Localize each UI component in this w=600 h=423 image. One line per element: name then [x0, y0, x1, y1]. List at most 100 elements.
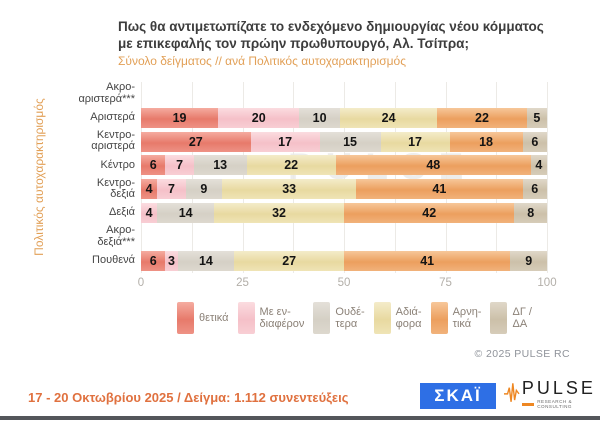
legend-swatch [237, 302, 255, 334]
bar-segment: 32 [214, 203, 344, 223]
legend-label: Με εν-διαφέρον [259, 305, 305, 331]
x-tick-label: 100 [537, 277, 557, 289]
pulse-logo-accent [521, 402, 535, 406]
bar-segment: 19 [141, 107, 219, 128]
bar-segment: 41 [343, 250, 511, 271]
bar-segment: 6 [141, 250, 166, 271]
bar-segment: 4 [141, 179, 158, 200]
gridline [141, 82, 142, 273]
category-label: Κεντρο-αριστερά [91, 128, 135, 153]
legend-label: ΔΓ / ΔΑ [512, 305, 532, 331]
legend-label: Αρνη-τικά [452, 305, 482, 331]
x-axis-ticks: 0 25 50 75 100 [137, 277, 557, 291]
category-label: Κέντρο [100, 158, 135, 171]
chart-title-line1: Πως θα αντιμετωπίζατε το ενδεχόμενο δημι… [118, 19, 544, 34]
bar-segment: 41 [356, 179, 523, 200]
bar-row: 6 7 13 22 48 4 [141, 155, 547, 176]
y-axis-label: Πολιτικός αυτοχαρακτηρισμός [32, 98, 46, 256]
legend-label: Αδιά-φορα [395, 305, 422, 331]
category-label: Ακρο-αριστερά*** [78, 81, 135, 105]
footer-note: 17 - 20 Οκτωβρίου 2025 / Δείγμα: 1.112 σ… [28, 390, 349, 405]
bar-segment: 42 [343, 203, 515, 223]
legend-label: Ουδέ-τερα [335, 305, 365, 331]
bar-segment: 5 [526, 107, 547, 128]
legend-swatch [373, 302, 391, 334]
bar-segment: 9 [185, 179, 223, 200]
bar-segment: 18 [449, 131, 523, 152]
category-label: Πουθενά [92, 253, 135, 266]
bar-segment: 8 [514, 203, 547, 223]
pulse-waveform-icon [504, 383, 520, 402]
gridline [344, 82, 345, 273]
legend-item: θετικά [177, 302, 229, 334]
bar-segment: 6 [522, 131, 547, 152]
bar-segment: 6 [522, 179, 547, 200]
bar-segment: 24 [339, 107, 438, 128]
category-label: Δεξιά [109, 206, 135, 219]
bar-segment: 22 [437, 107, 527, 128]
gridline [496, 82, 498, 273]
bar-segment: 7 [157, 179, 186, 200]
legend: θετικά Με εν-διαφέρον Ουδέ-τερα Αδιά-φορα Αρ… [177, 302, 532, 334]
x-tick-label: 0 [137, 277, 145, 289]
bar-segment: 4 [141, 203, 158, 223]
gridline [394, 82, 396, 273]
bar-segment: 4 [530, 155, 547, 176]
bar-segment: 14 [177, 250, 235, 271]
legend-item: Με εν-διαφέρον [237, 302, 305, 334]
bar-segment: 17 [380, 131, 450, 152]
legend-swatch [177, 302, 194, 334]
chart-title: Πως θα αντιμετωπίζατε το ενδεχόμενο δημι… [118, 18, 544, 52]
x-tick-label: 75 [439, 277, 452, 289]
bar-segment: 27 [141, 131, 251, 152]
gridline [242, 82, 244, 273]
category-label: Ακρο-δεξιά*** [97, 224, 135, 248]
chart-subtitle: Σύνολο δείγματος // ανά Πολιτικός αυτοχα… [118, 54, 406, 68]
legend-item: Αδιά-φορα [373, 302, 422, 334]
legend-swatch [490, 302, 508, 334]
pulse-logo-text: PULSE [521, 378, 596, 398]
legend-item: ΔΓ / ΔΑ [490, 302, 532, 334]
skai-logo: ΣΚΑΪ [420, 383, 496, 409]
gridline [445, 82, 447, 273]
bar-segment: 22 [246, 155, 336, 176]
bar-segment: 17 [250, 131, 320, 152]
plot-area: 19 20 10 24 22 5 27 17 15 17 18 6 6 7 13 22 48 4 4 7 9 33 41 6 4… [141, 82, 548, 273]
bar-segment: 10 [299, 107, 340, 128]
category-labels: Ακρο-αριστερά*** Αριστερά Κεντρο-αριστερά Κ… [50, 82, 135, 273]
legend-item: Ουδέ-τερα [313, 302, 365, 334]
category-label: Κεντρο-δεξιά [96, 176, 135, 201]
bar-segment: 13 [193, 155, 247, 176]
bar-segment: 14 [157, 203, 215, 223]
chart-title-line2: με επικεφαλής τον πρώην πρωθυπουργό, Αλ.… [118, 36, 469, 51]
bar-row: 4 7 9 33 41 6 [141, 179, 547, 200]
legend-label: θετικά [199, 311, 229, 324]
x-tick-label: 25 [236, 277, 249, 289]
bar-segment: 3 [165, 250, 178, 271]
pulse-logo: PULSE RESEARCH & CONSULTING [504, 379, 600, 409]
bar-row: 6 3 14 27 41 9 [141, 250, 547, 271]
bar-segment: 20 [218, 107, 300, 128]
gridline [191, 82, 193, 273]
legend-swatch [430, 302, 448, 334]
bar-segment: 27 [234, 250, 344, 271]
bar-segment: 6 [141, 155, 166, 176]
copyright: © 2025 PULSE RC [474, 348, 570, 360]
bar-row: 27 17 15 17 18 6 [141, 131, 547, 152]
bar-row: 19 20 10 24 22 5 [141, 107, 547, 128]
gridline [547, 82, 548, 273]
bar-segment: 33 [222, 179, 357, 200]
bar-segment: 7 [165, 155, 194, 176]
bar-segment: 9 [510, 250, 547, 271]
x-tick-label: 50 [337, 277, 351, 289]
gridline [293, 82, 295, 273]
legend-item: Αρνη-τικά [430, 302, 482, 334]
pulse-logo-subtext: RESEARCH & CONSULTING [537, 399, 573, 409]
bottom-rule [0, 416, 600, 420]
category-label: Αριστερά [90, 110, 135, 123]
bar-segment: 48 [335, 155, 531, 176]
bar-segment: 15 [319, 131, 381, 152]
legend-swatch [313, 302, 331, 334]
bar-row: 4 14 32 42 8 [141, 203, 547, 223]
